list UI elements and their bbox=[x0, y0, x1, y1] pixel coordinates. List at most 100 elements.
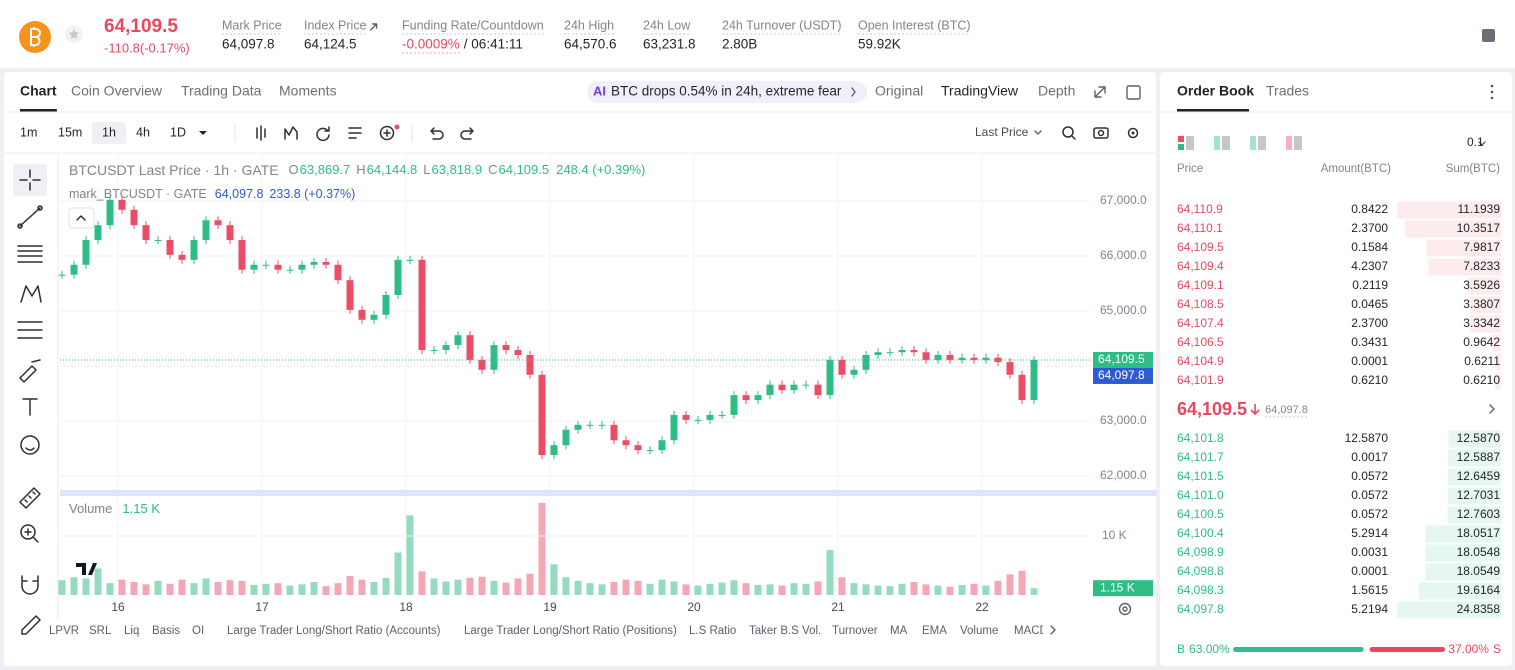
scale-settings[interactable] bbox=[1118, 602, 1132, 616]
star-icon bbox=[68, 29, 80, 39]
indicator[interactable]: MA bbox=[890, 625, 908, 637]
tab[interactable]: Moments bbox=[279, 83, 337, 99]
more-icon[interactable] bbox=[1490, 84, 1494, 88]
layout-icon[interactable] bbox=[1178, 136, 1184, 142]
redo-icon[interactable] bbox=[460, 127, 474, 140]
brush-tool[interactable] bbox=[19, 359, 41, 383]
volume-bar bbox=[658, 579, 666, 595]
view-tab[interactable]: TradingView bbox=[941, 83, 1019, 99]
candle bbox=[562, 429, 570, 446]
indicator[interactable]: MACD bbox=[1014, 625, 1048, 637]
news-pill[interactable] bbox=[587, 81, 866, 103]
template-icon[interactable] bbox=[348, 127, 362, 139]
indicator[interactable]: OI bbox=[192, 625, 204, 637]
volume-bar bbox=[538, 502, 546, 595]
depth-bar bbox=[1447, 487, 1501, 505]
forecast-tool[interactable] bbox=[17, 321, 43, 339]
y-tick-label: 63,000.0 bbox=[1100, 413, 1147, 427]
layout-icon[interactable] bbox=[1286, 136, 1292, 150]
ob-price[interactable]: 64,101.7 bbox=[1177, 450, 1224, 464]
ob-price[interactable]: 64,098.3 bbox=[1177, 583, 1224, 597]
x-tick-label: 18 bbox=[399, 600, 413, 614]
layout-icon bbox=[1294, 136, 1302, 150]
tab[interactable]: Coin Overview bbox=[71, 83, 163, 99]
layout-icon[interactable] bbox=[1250, 136, 1256, 150]
precision[interactable]: 0.1 bbox=[1467, 135, 1484, 149]
candle bbox=[406, 259, 414, 261]
indicator[interactable]: Basis bbox=[152, 625, 180, 637]
ob-price[interactable]: 64,101.0 bbox=[1177, 488, 1224, 502]
ob-price[interactable]: 64,106.5 bbox=[1177, 335, 1224, 349]
crosshair-tool[interactable] bbox=[19, 169, 41, 191]
ob-price[interactable]: 64,100.5 bbox=[1177, 507, 1224, 521]
ob-sum: 12.6459 bbox=[1457, 469, 1501, 483]
indicator[interactable]: Large Trader Long/Short Ratio (Accounts) bbox=[227, 625, 441, 637]
ob-price[interactable]: 64,110.9 bbox=[1177, 202, 1223, 216]
interval[interactable]: 1D bbox=[170, 125, 186, 139]
indicators-more[interactable] bbox=[1050, 625, 1056, 635]
candle bbox=[382, 295, 390, 315]
interval[interactable]: 1h bbox=[102, 125, 116, 139]
edit-tool[interactable] bbox=[21, 615, 41, 635]
indicator[interactable]: Liq bbox=[124, 625, 139, 637]
book-icon[interactable] bbox=[1482, 29, 1495, 42]
trendline-tool[interactable] bbox=[19, 207, 41, 227]
collapse-button[interactable] bbox=[68, 207, 95, 229]
layout-icon[interactable] bbox=[1214, 136, 1220, 150]
ob-price[interactable]: 64,101.8 bbox=[1177, 431, 1224, 445]
ob-price[interactable]: 64,098.8 bbox=[1177, 564, 1224, 578]
undo-icon[interactable] bbox=[430, 127, 444, 140]
tab[interactable]: Chart bbox=[20, 83, 57, 99]
ob-price[interactable]: 64,104.9 bbox=[1177, 354, 1224, 368]
ob-price[interactable]: 64,109.1 bbox=[1177, 278, 1224, 292]
tab[interactable]: Trading Data bbox=[181, 83, 262, 99]
ob-price[interactable]: 64,097.8 bbox=[1177, 602, 1224, 616]
ruler-tool[interactable] bbox=[19, 487, 41, 509]
emoji-tool[interactable] bbox=[20, 435, 40, 455]
add-icon[interactable] bbox=[379, 125, 395, 141]
view-tab[interactable]: Depth bbox=[1038, 83, 1075, 99]
ob-price[interactable]: 64,101.5 bbox=[1177, 469, 1224, 483]
settings-icon[interactable] bbox=[1127, 127, 1139, 139]
view-tab[interactable]: Original bbox=[875, 83, 923, 99]
text-tool[interactable] bbox=[22, 398, 38, 416]
window-icon[interactable] bbox=[1126, 85, 1141, 100]
interval[interactable]: 15m bbox=[58, 125, 82, 139]
indicator[interactable]: EMA bbox=[922, 625, 947, 637]
indicator[interactable]: Taker B.S Vol. bbox=[749, 625, 821, 637]
search-icon[interactable] bbox=[1062, 126, 1074, 138]
indicator[interactable]: SRL bbox=[89, 625, 112, 637]
zoom-tool[interactable] bbox=[20, 524, 36, 540]
orderbook-more[interactable] bbox=[1489, 404, 1495, 414]
pattern-tool[interactable] bbox=[20, 285, 42, 303]
ob-tab[interactable]: Order Book bbox=[1177, 83, 1254, 99]
depth-bar bbox=[1418, 582, 1501, 600]
indicator[interactable]: Volume bbox=[960, 625, 998, 637]
ob-price[interactable]: 64,109.4 bbox=[1177, 259, 1224, 273]
interval[interactable]: 1m bbox=[20, 125, 37, 139]
indicator[interactable]: LPVR bbox=[49, 625, 79, 637]
ob-price[interactable]: 64,101.9 bbox=[1177, 373, 1224, 387]
camera-icon[interactable] bbox=[1093, 127, 1109, 139]
indicator-icon[interactable] bbox=[284, 126, 298, 140]
fib-tool[interactable] bbox=[17, 245, 43, 263]
expand-icon[interactable] bbox=[1094, 86, 1106, 98]
ob-price[interactable]: 64,098.9 bbox=[1177, 545, 1224, 559]
replay-icon[interactable] bbox=[316, 126, 330, 142]
indicator[interactable]: Large Trader Long/Short Ratio (Positions… bbox=[464, 625, 677, 637]
indicator[interactable]: L.S Ratio bbox=[689, 625, 736, 637]
ob-price[interactable]: 64,108.5 bbox=[1177, 297, 1224, 311]
tool-selected bbox=[13, 164, 47, 196]
ob-amount: 0.0465 bbox=[1351, 297, 1388, 311]
ob-tab[interactable]: Trades bbox=[1266, 83, 1309, 99]
interval[interactable]: 4h bbox=[136, 125, 150, 139]
ob-price[interactable]: 64,110.1 bbox=[1177, 221, 1223, 235]
magnet-tool[interactable] bbox=[21, 575, 39, 595]
ob-price[interactable]: 64,107.4 bbox=[1177, 316, 1224, 330]
candle-type-icon[interactable] bbox=[256, 125, 266, 141]
ob-price[interactable]: 64,100.4 bbox=[1177, 526, 1224, 540]
indicator[interactable]: Turnover bbox=[832, 625, 878, 637]
ob-price[interactable]: 64,109.5 bbox=[1177, 240, 1224, 254]
price-type[interactable]: Last Price bbox=[975, 125, 1029, 139]
depth-bar bbox=[1447, 506, 1501, 524]
